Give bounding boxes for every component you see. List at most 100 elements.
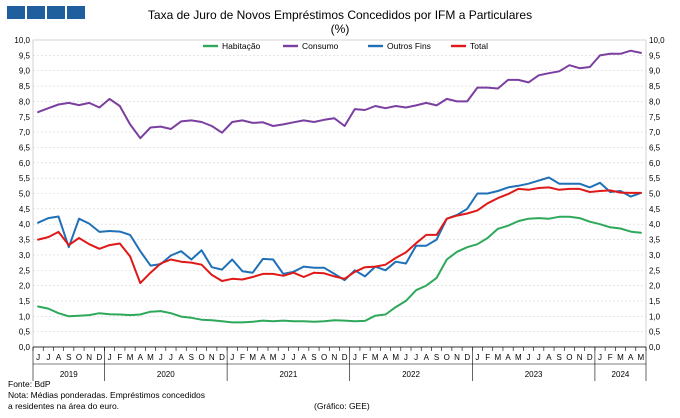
month-label: N <box>577 353 583 362</box>
month-label: A <box>424 353 430 362</box>
month-label: S <box>66 353 71 362</box>
y-tick-label-left: 8,5 <box>19 82 31 91</box>
y-tick-label-right: 3,5 <box>649 236 661 245</box>
month-label: J <box>353 353 357 362</box>
y-tick-label-right: 10,0 <box>649 36 665 45</box>
month-label: F <box>240 353 245 362</box>
year-label: 2020 <box>157 370 175 379</box>
y-tick-label-right: 9,0 <box>649 67 661 76</box>
month-label: D <box>587 353 593 362</box>
month-label: A <box>301 353 307 362</box>
y-tick-label-left: 0,0 <box>19 343 31 352</box>
y-tick-label-left: 6,0 <box>19 159 31 168</box>
series-line-habitação <box>37 215 642 324</box>
y-tick-label-right: 5,5 <box>649 174 661 183</box>
month-label: J <box>475 353 479 362</box>
month-label: A <box>56 353 62 362</box>
month-label: M <box>392 353 399 362</box>
y-tick-label-left: 8,0 <box>19 97 31 106</box>
month-label: O <box>321 353 327 362</box>
month-label: N <box>332 353 338 362</box>
month-label: A <box>628 353 634 362</box>
y-tick-label-left: 3,0 <box>19 251 31 260</box>
y-tick-label-left: 7,0 <box>19 128 31 137</box>
y-tick-label-right: 6,0 <box>649 159 661 168</box>
month-label: N <box>209 353 215 362</box>
month-label: J <box>108 353 112 362</box>
month-label: S <box>434 353 439 362</box>
year-label: 2019 <box>60 370 78 379</box>
month-label: A <box>383 353 389 362</box>
month-label: D <box>342 353 348 362</box>
legend-label: Consumo <box>302 41 339 51</box>
month-label: S <box>556 353 561 362</box>
y-tick-label-right: 9,5 <box>649 51 661 60</box>
y-tick-label-left: 2,0 <box>19 282 31 291</box>
y-tick-label-left: 9,5 <box>19 51 31 60</box>
series-line-consumo <box>37 49 642 140</box>
month-label: J <box>159 353 163 362</box>
month-label: J <box>527 353 531 362</box>
y-tick-label-right: 0,0 <box>649 343 661 352</box>
month-label: D <box>97 353 103 362</box>
month-label: A <box>138 353 144 362</box>
month-label: F <box>363 353 368 362</box>
month-label: A <box>505 353 511 362</box>
chart-credit: (Gráfico: GEE) <box>314 401 370 411</box>
month-label: N <box>86 353 92 362</box>
y-tick-label-right: 4,0 <box>649 220 661 229</box>
month-label: F <box>485 353 490 362</box>
y-tick-label-right: 1,0 <box>649 312 661 321</box>
y-tick-label-left: 9,0 <box>19 67 31 76</box>
month-label: M <box>127 353 134 362</box>
y-tick-label-left: 2,5 <box>19 266 31 275</box>
y-tick-label-right: 6,5 <box>649 143 661 152</box>
y-tick-label-right: 4,5 <box>649 205 661 214</box>
month-label: O <box>76 353 82 362</box>
y-tick-label-left: 4,0 <box>19 220 31 229</box>
month-label: J <box>292 353 296 362</box>
y-tick-label-left: 5,5 <box>19 174 31 183</box>
legend-label: Total <box>470 41 488 51</box>
y-tick-label-left: 1,0 <box>19 312 31 321</box>
month-label: J <box>46 353 50 362</box>
y-tick-label-right: 8,0 <box>649 97 661 106</box>
month-label: J <box>169 353 173 362</box>
month-label: M <box>515 353 522 362</box>
month-label: S <box>189 353 194 362</box>
logo <box>7 6 85 19</box>
year-label: 2022 <box>402 370 420 379</box>
y-tick-label-right: 7,5 <box>649 113 661 122</box>
month-label: O <box>198 353 204 362</box>
y-tick-label-left: 6,5 <box>19 143 31 152</box>
y-tick-label-right: 0,5 <box>649 328 661 337</box>
month-label: M <box>249 353 256 362</box>
footnote-line-1: Nota: Médias ponderadas. Empréstimos con… <box>8 390 206 400</box>
y-tick-label-left: 1,5 <box>19 297 31 306</box>
series-line-total <box>37 186 642 285</box>
month-label: J <box>281 353 285 362</box>
month-label: A <box>178 353 184 362</box>
y-tick-label-right: 2,5 <box>649 266 661 275</box>
month-label: M <box>617 353 624 362</box>
y-tick-label-left: 7,5 <box>19 113 31 122</box>
legend-label: Outros Fins <box>387 41 431 51</box>
month-label: O <box>444 353 450 362</box>
month-label: J <box>598 353 602 362</box>
month-label: N <box>454 353 460 362</box>
month-label: A <box>546 353 552 362</box>
series-line-outros-fins <box>37 176 642 282</box>
y-tick-label-left: 0,5 <box>19 328 31 337</box>
y-tick-label-right: 1,5 <box>649 297 661 306</box>
y-tick-label-left: 10,0 <box>14 36 30 45</box>
y-tick-label-right: 8,5 <box>649 82 661 91</box>
month-label: J <box>230 353 234 362</box>
y-tick-label-right: 2,0 <box>649 282 661 291</box>
legend-label: Habitação <box>222 41 261 51</box>
month-label: D <box>219 353 225 362</box>
y-tick-label-right: 5,0 <box>649 190 661 199</box>
y-tick-label-left: 5,0 <box>19 190 31 199</box>
footnote-line-2: a residentes na área do euro. <box>8 401 120 411</box>
month-label: J <box>537 353 541 362</box>
